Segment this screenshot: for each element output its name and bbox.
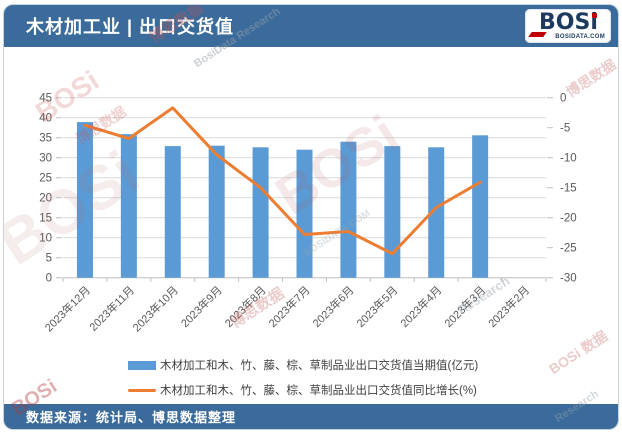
bar bbox=[428, 147, 445, 278]
bar bbox=[164, 146, 181, 278]
x-axis-label: 2023年2月 bbox=[485, 283, 532, 330]
x-axis-label: 2023年9月 bbox=[178, 283, 225, 330]
svg-text:-30: -30 bbox=[560, 273, 577, 285]
x-axis-label: 2023年12月 bbox=[42, 283, 93, 334]
svg-text:30: 30 bbox=[39, 153, 52, 165]
bar bbox=[252, 147, 269, 278]
line-series bbox=[83, 106, 482, 256]
svg-text:5: 5 bbox=[46, 253, 52, 265]
x-axis-label: 2023年7月 bbox=[266, 283, 313, 330]
x-axis-label: 2023年6月 bbox=[309, 283, 356, 330]
x-axis-label: 2023年8月 bbox=[222, 283, 269, 330]
chart-legend: 木材加工和木、竹、藤、棕、草制品业出口交货值当期值(亿元) 木材加工和木、竹、藤… bbox=[128, 357, 478, 398]
data-source-text: 数据来源：统计局、博思数据整理 bbox=[26, 410, 237, 425]
x-axis-label: 2023年10月 bbox=[129, 283, 180, 334]
bar bbox=[340, 141, 357, 278]
page-panel: 木材加工业 | 出口交货值 BOSi BOSIDATA.COM 0 5 10 15 20… bbox=[3, 4, 619, 430]
bar bbox=[296, 149, 313, 278]
svg-text:-15: -15 bbox=[560, 183, 577, 195]
bar bbox=[120, 134, 137, 278]
logo-red-dot-icon bbox=[592, 13, 597, 18]
svg-text:-10: -10 bbox=[560, 153, 577, 165]
legend-item-bar: 木材加工和木、竹、藤、棕、草制品业出口交货值当期值(亿元) bbox=[128, 357, 478, 373]
bosi-logo: BOSi BOSIDATA.COM bbox=[525, 9, 611, 43]
bar-series bbox=[76, 122, 489, 278]
svg-text:45: 45 bbox=[39, 93, 52, 105]
x-axis-labels: 2023年12月2023年11月2023年10月2023年9月2023年8月20… bbox=[42, 283, 533, 334]
svg-text:40: 40 bbox=[39, 113, 52, 125]
bosi-logo-text: BOSi bbox=[539, 10, 598, 35]
page-title: 木材加工业 | 出口交货值 bbox=[26, 17, 235, 37]
chart-canvas: 0 5 10 15 20 25 30 35 40 45 0 -5 -10 -15 -20 -25 -30 2023… bbox=[39, 93, 577, 335]
legend-line-label: 木材加工和木、竹、藤、棕、草制品业出口交货值同比增长(%) bbox=[160, 385, 477, 397]
svg-text:-5: -5 bbox=[560, 123, 570, 135]
svg-text:0: 0 bbox=[46, 273, 52, 285]
bosi-logo-subtext: BOSIDATA.COM bbox=[555, 34, 605, 40]
svg-text:10: 10 bbox=[39, 233, 52, 245]
logo-red-slash-icon bbox=[528, 32, 547, 37]
left-axis-labels: 0 5 10 15 20 25 30 35 40 45 bbox=[39, 93, 52, 285]
svg-text:20: 20 bbox=[39, 193, 52, 205]
legend-line-swatch bbox=[128, 388, 156, 392]
bar bbox=[384, 146, 401, 278]
legend-item-line: 木材加工和木、竹、藤、棕、草制品业出口交货值同比增长(%) bbox=[128, 382, 478, 398]
svg-text:-25: -25 bbox=[560, 243, 577, 255]
svg-text:0: 0 bbox=[560, 93, 566, 105]
bar bbox=[208, 145, 225, 278]
bar bbox=[76, 122, 93, 278]
header-bar: 木材加工业 | 出口交货值 bbox=[4, 5, 618, 47]
x-axis-ticks bbox=[62, 277, 547, 282]
footer-bar: 数据来源：统计局、博思数据整理 bbox=[4, 404, 618, 429]
x-axis-label: 2023年4月 bbox=[397, 283, 444, 330]
x-axis-label: 2023年3月 bbox=[441, 283, 488, 330]
legend-bar-label: 木材加工和木、竹、藤、棕、草制品业出口交货值当期值(亿元) bbox=[160, 360, 479, 372]
right-axis-labels: 0 -5 -10 -15 -20 -25 -30 bbox=[547, 93, 577, 285]
svg-text:25: 25 bbox=[39, 173, 52, 185]
legend-bar-swatch bbox=[128, 360, 156, 370]
svg-text:35: 35 bbox=[39, 133, 52, 145]
svg-text:-20: -20 bbox=[560, 213, 577, 225]
x-axis-label: 2023年11月 bbox=[86, 283, 137, 334]
x-axis-label: 2023年5月 bbox=[353, 283, 400, 330]
svg-text:15: 15 bbox=[39, 213, 52, 225]
bar bbox=[472, 135, 489, 278]
